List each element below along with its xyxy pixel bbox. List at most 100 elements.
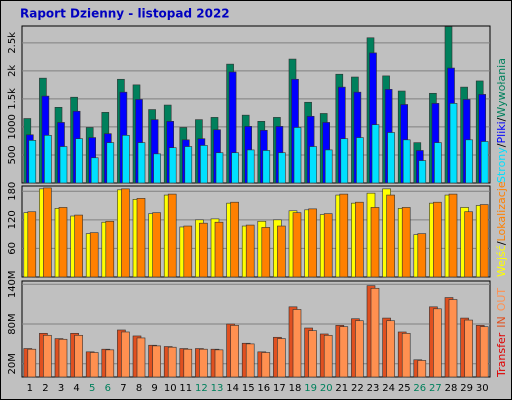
x-tick-label: 26 [413,383,426,394]
bar [28,140,37,184]
x-tick-label: 10 [164,383,177,394]
x-tick-label: 18 [289,383,302,394]
bar [292,309,302,378]
bar [199,348,208,378]
x-tick-label: 7 [120,383,126,394]
bar [74,334,83,378]
bar [245,224,255,278]
y-tick-label: 500 [7,145,18,164]
legend: Transfer IN OUT [495,288,508,378]
bar [479,204,489,278]
y-tick-label: 1000 [7,114,18,139]
bar [355,201,364,278]
legend-separator: / [495,241,508,245]
bar [448,299,458,378]
bar [261,352,271,378]
bar [293,127,302,184]
bar [449,103,458,184]
bar [231,152,239,184]
y-tick-label: 60 [7,242,18,255]
bar [214,349,224,378]
bar [230,201,239,278]
legend-entry: Strony [495,147,508,183]
legend-separator: / [495,117,508,121]
bar [278,152,286,184]
x-tick-label: 16 [257,383,270,394]
bar [106,142,115,184]
bar [214,221,224,278]
bar [168,147,177,184]
bar [136,337,146,378]
bar [339,193,349,278]
bar [417,360,427,378]
x-tick-label: 5 [89,383,95,394]
bar [43,334,52,378]
chart-title: Raport Dzienny - listopad 2022 [20,7,230,21]
bar [401,333,411,378]
bar [121,331,130,378]
bar [323,334,333,378]
x-tick-label: 3 [58,383,64,394]
bar [58,207,68,278]
bar [387,132,395,184]
bar [464,319,473,378]
bar [136,198,146,278]
y-tick-label: 1.5k [7,88,18,110]
x-tick-label: 24 [382,383,395,394]
bar [479,326,489,378]
bar [277,225,286,278]
bar [105,220,115,278]
bar [27,211,37,278]
legend-entry: OUT [495,288,508,312]
bar [75,138,83,184]
y-tick-label: 2k [7,65,18,77]
bar [90,157,99,184]
x-tick-label: 17 [273,383,286,394]
y-tick-label: 20M [7,353,18,374]
x-tick-label: 23 [367,383,380,394]
x-tick-label: 14 [226,383,239,394]
bar [340,138,349,184]
bar [464,211,473,278]
x-tick-label: 2 [42,383,48,394]
y-tick-label: 2.5k [7,32,18,54]
bar [465,139,473,184]
legend-separator: / [495,143,508,147]
bar [262,150,271,184]
bar [323,213,333,278]
bar [184,146,193,184]
bar [418,160,427,184]
x-tick-label: 13 [211,383,224,394]
x-tick-label: 12 [195,383,208,394]
x-tick-label: 30 [476,383,489,394]
x-tick-label: 9 [151,383,157,394]
bar [434,142,442,184]
x-tick-label: 29 [460,383,473,394]
bar [324,149,333,184]
bar [277,338,286,378]
bar [183,225,193,278]
bar [199,222,208,278]
x-tick-label: 22 [351,383,364,394]
bar [105,349,115,378]
x-tick-label: 11 [179,383,192,394]
x-tick-label: 6 [105,383,111,394]
bar [433,201,442,278]
bar [152,345,161,378]
panel [21,185,491,278]
bar [59,146,68,184]
bar [121,188,130,278]
bar [230,325,239,378]
bar [246,149,255,184]
x-tick-label: 27 [429,383,442,394]
legend-label: Transfer [495,332,508,378]
bar [339,326,349,378]
bar [89,352,99,378]
bar [152,212,161,278]
bar [153,153,161,184]
bar [58,338,68,378]
x-tick-label: 19 [304,383,317,394]
bar [309,146,317,184]
bar [167,346,177,378]
